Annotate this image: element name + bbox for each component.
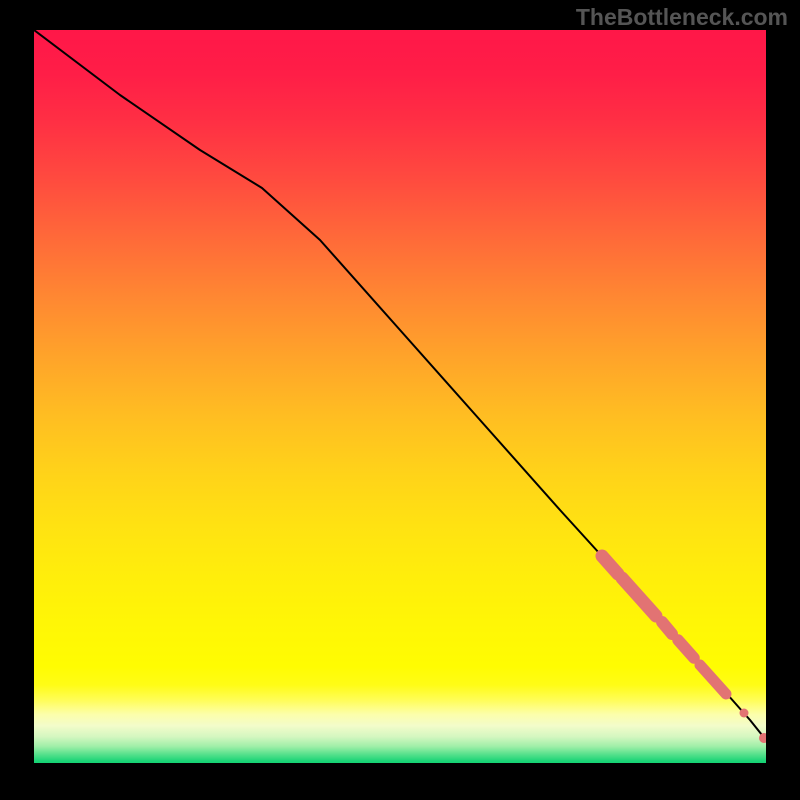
chart-frame: { "watermark": { "text": "TheBottleneck.… bbox=[0, 0, 800, 800]
watermark-text: TheBottleneck.com bbox=[576, 4, 788, 31]
gradient-background bbox=[34, 30, 766, 770]
bottom-band bbox=[0, 763, 800, 800]
bottleneck-chart bbox=[0, 0, 800, 800]
